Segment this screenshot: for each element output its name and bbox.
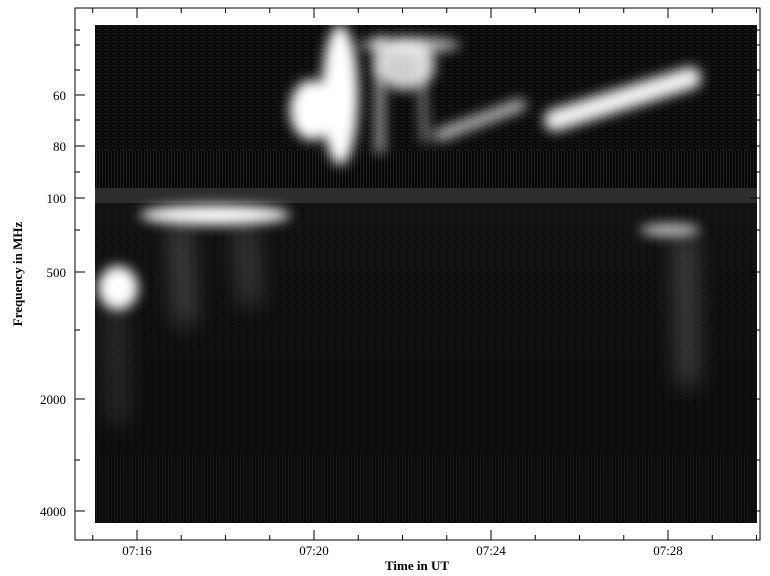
- x-axis-title: Time in UT: [385, 558, 449, 573]
- plot-frame: [74, 7, 761, 541]
- axes: 07:16 07:20 07:24 07:28 60 80 100 500 2000 4000: [40, 8, 760, 558]
- y-tick-label: 500: [47, 265, 67, 280]
- y-tick-label: 60: [53, 88, 66, 103]
- y-tick-label: 100: [47, 191, 67, 206]
- x-tick-label: 07:28: [653, 543, 683, 558]
- x-tick-label: 07:24: [476, 543, 506, 558]
- y-tick-label: 80: [53, 139, 66, 154]
- spectrogram-image: [95, 25, 757, 523]
- y-tick-label: 2000: [40, 392, 66, 407]
- y-axis-title: Frequency in MHz: [10, 222, 25, 327]
- y-tick-label: 4000: [40, 504, 66, 519]
- x-tick-label: 07:16: [122, 543, 152, 558]
- x-tick-label: 07:20: [299, 543, 329, 558]
